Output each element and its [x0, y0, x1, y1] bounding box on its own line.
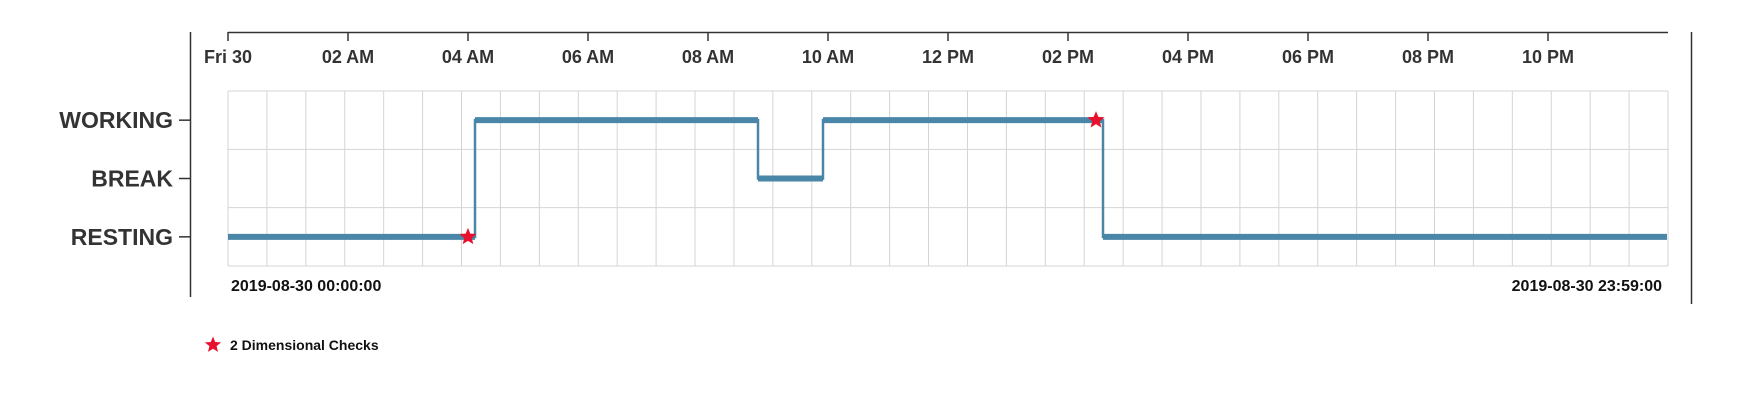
x-tick-label: 08 PM — [1402, 47, 1454, 67]
x-tick-label: 10 PM — [1522, 47, 1574, 67]
markers — [459, 111, 1105, 245]
y-tick-label: RESTING — [71, 224, 173, 250]
series — [228, 117, 1667, 240]
range-start-label: 2019-08-30 00:00:00 — [231, 278, 381, 295]
legend: 2 Dimensional Checks — [204, 336, 379, 354]
x-tick-label: 04 PM — [1162, 47, 1214, 67]
chart-frame — [189, 31, 1693, 304]
x-tick-label: 06 PM — [1282, 47, 1334, 67]
x-tick-label: 08 AM — [682, 47, 734, 67]
star-marker — [459, 227, 477, 245]
y-tick-label: BREAK — [91, 166, 173, 192]
star-icon — [204, 336, 222, 352]
x-tick-label: 10 AM — [802, 47, 854, 67]
x-tick-label: 06 AM — [562, 47, 614, 67]
legend-label: 2 Dimensional Checks — [230, 337, 379, 353]
y-tick-label: WORKING — [59, 107, 173, 133]
x-tick-label: 04 AM — [442, 47, 494, 67]
x-tick-label: 12 PM — [922, 47, 974, 67]
series-line — [228, 118, 1667, 239]
y-axis: WORKING BREAK RESTING — [59, 107, 190, 250]
star-marker — [1087, 111, 1105, 128]
x-axis: Fri 30 02 AM 04 AM 06 AM 08 AM 10 AM 12 PM 02 P… — [204, 32, 1574, 67]
x-tick-label: 02 PM — [1042, 47, 1094, 67]
range-end-label: 2019-08-30 23:59:00 — [1512, 278, 1662, 295]
x-tick-label: 02 AM — [322, 47, 374, 67]
x-tick-label: Fri 30 — [204, 47, 252, 67]
